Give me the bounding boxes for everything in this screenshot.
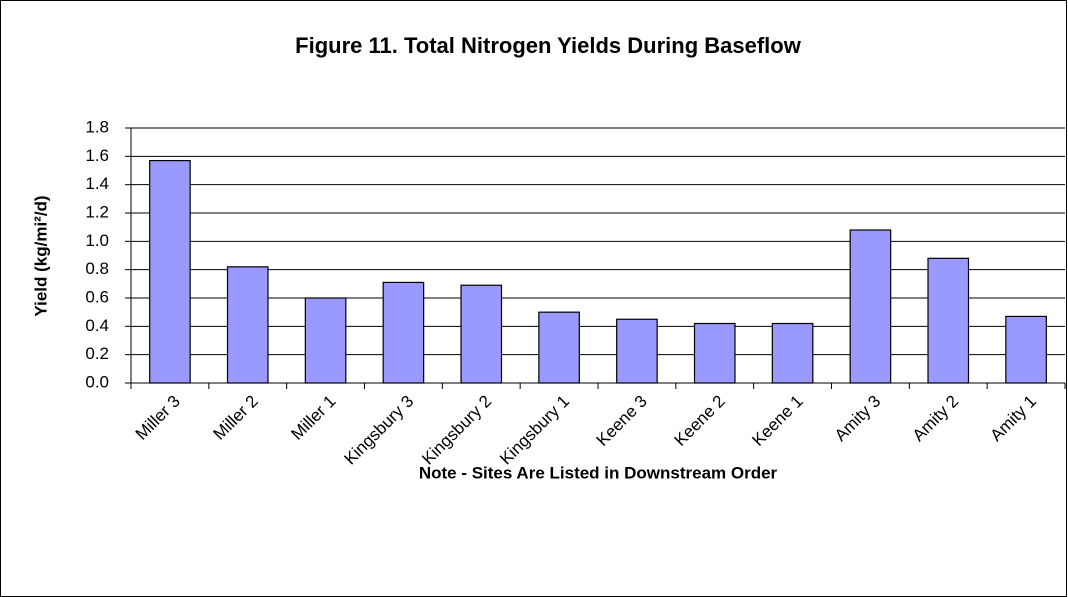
bar [849,229,892,384]
y-tick-label: 1.6 [85,146,109,165]
bar [304,297,347,384]
y-tick-label: 1.8 [85,117,109,136]
y-tick-label: 1.4 [85,174,109,193]
chart-title: Figure 11. Total Nitrogen Yields During … [295,33,802,58]
bar [693,322,736,384]
y-tick-label: 0.4 [85,316,109,335]
y-axis-title: Yield (kg/mi²/d) [31,195,50,316]
y-tick-label: 0.0 [85,372,109,391]
y-tick-label: 0.8 [85,259,109,278]
bar [149,159,191,384]
bar [927,257,970,384]
bar [460,284,503,384]
y-tick-label: 1.2 [85,202,109,221]
bar [1005,315,1047,384]
x-axis-title: Note - Sites Are Listed in Downstream Or… [419,463,778,482]
bar [226,266,269,384]
bar [771,322,814,384]
bar [616,318,658,384]
y-tick-label: 0.6 [85,287,109,306]
y-tick-label: 1.0 [85,231,109,250]
bar [538,311,580,384]
y-tick-label: 0.2 [85,344,109,363]
bar [382,281,425,384]
